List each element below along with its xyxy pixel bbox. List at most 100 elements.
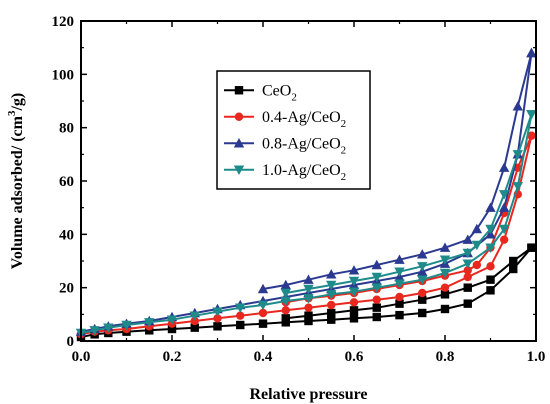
data-point <box>439 255 451 265</box>
data-point <box>371 259 382 270</box>
data-point <box>348 287 360 297</box>
data-point <box>499 235 509 244</box>
data-point <box>326 280 337 291</box>
data-point <box>236 320 245 330</box>
data-point <box>440 290 450 299</box>
data-point <box>527 243 536 252</box>
data-point <box>440 304 450 314</box>
data-point <box>326 269 337 279</box>
data-point <box>257 283 269 294</box>
data-point <box>189 311 200 321</box>
data-point <box>512 101 523 111</box>
legend-entry: 0.8-Ag/CeO2 <box>224 135 346 156</box>
x-tick-label: 0.8 <box>436 349 455 365</box>
data-point <box>498 190 510 200</box>
y-tick-label: 0 <box>67 334 75 350</box>
data-point <box>213 322 222 331</box>
data-point <box>304 303 313 312</box>
legend-swatch-marker <box>234 112 244 121</box>
data-point <box>166 315 178 325</box>
data-point <box>280 279 291 290</box>
data-point <box>280 296 291 307</box>
data-point <box>485 243 496 253</box>
data-point <box>280 288 291 299</box>
data-point <box>471 223 483 234</box>
data-point <box>498 162 510 172</box>
data-point <box>418 295 427 304</box>
data-point <box>417 275 428 285</box>
data-point <box>144 318 155 328</box>
data-point <box>190 316 199 326</box>
legend-entry: 0.4-Ag/CeO2 <box>224 109 346 130</box>
legend-label: 0.4-Ag/CeO2 <box>262 109 346 130</box>
data-point <box>463 299 472 308</box>
data-point <box>281 314 290 323</box>
data-point <box>258 308 268 318</box>
data-point <box>463 266 472 275</box>
data-point <box>304 311 313 320</box>
y-tick-label: 20 <box>59 281 74 297</box>
data-point <box>463 283 472 292</box>
series-4 <box>75 110 537 339</box>
legend: CeO2 0.4-Ag/CeO2 0.8-Ag/CeO2 1.0-Ag/CeO2 <box>216 70 371 190</box>
data-point <box>303 294 314 304</box>
data-point <box>103 323 114 333</box>
plot-marks <box>75 47 537 342</box>
data-point <box>526 47 537 58</box>
data-point <box>304 316 313 326</box>
y-tick-label: 100 <box>52 67 75 83</box>
data-point <box>395 299 404 308</box>
y-tick-label: 40 <box>59 227 74 243</box>
x-tick-label: 0.6 <box>345 349 364 365</box>
data-point <box>509 256 518 266</box>
legend-label: 0.8-Ag/CeO2 <box>262 135 346 156</box>
axes: 0.0 0.2 0.4 0.6 0.8 1.0 0 20 40 60 80 100 120 <box>52 14 546 365</box>
legend-entry: 1.0-Ag/CeO2 <box>224 162 346 183</box>
y-tick-label: 60 <box>59 174 74 190</box>
legend-swatch-marker <box>233 138 245 148</box>
data-point <box>348 265 360 275</box>
data-point <box>486 262 495 271</box>
data-point <box>512 150 523 160</box>
data-point <box>349 306 359 315</box>
data-point <box>509 264 518 274</box>
legend-swatch-marker <box>234 86 244 95</box>
adsorption-line <box>80 247 533 338</box>
data-point <box>417 262 428 272</box>
data-point <box>327 315 336 324</box>
data-point <box>372 312 381 322</box>
y-tick-label: 120 <box>52 14 75 30</box>
x-tick-label: 0.0 <box>72 349 91 365</box>
legend-label: CeO2 <box>262 82 297 103</box>
data-point <box>417 249 428 259</box>
data-point <box>486 275 495 284</box>
desorption-line <box>285 113 533 294</box>
data-point <box>439 268 451 279</box>
data-point <box>472 260 482 270</box>
data-point <box>257 300 269 311</box>
data-point <box>471 240 483 251</box>
data-point <box>348 276 360 287</box>
data-point <box>486 286 495 295</box>
data-point <box>498 202 510 212</box>
data-point <box>394 267 405 277</box>
data-point <box>462 234 473 244</box>
data-point <box>394 279 405 289</box>
y-axis-title: Volume adsorbed/ (cm3/g) <box>6 93 26 269</box>
series-1 <box>76 243 536 342</box>
data-point <box>439 242 451 252</box>
legend-swatch-marker <box>233 165 245 175</box>
data-point <box>462 248 473 259</box>
x-tick-label: 1.0 <box>527 349 546 365</box>
data-point <box>418 308 427 318</box>
data-point <box>485 202 496 212</box>
data-point <box>327 308 336 318</box>
data-point <box>371 283 382 293</box>
data-point <box>418 288 427 298</box>
x-tick-label: 0.4 <box>254 349 273 365</box>
x-axis-title: Relative pressure <box>249 386 367 403</box>
data-point <box>303 274 314 284</box>
legend-label: 1.0-Ag/CeO2 <box>262 162 346 183</box>
legend-entry: CeO2 <box>224 82 297 103</box>
data-point <box>372 295 381 304</box>
